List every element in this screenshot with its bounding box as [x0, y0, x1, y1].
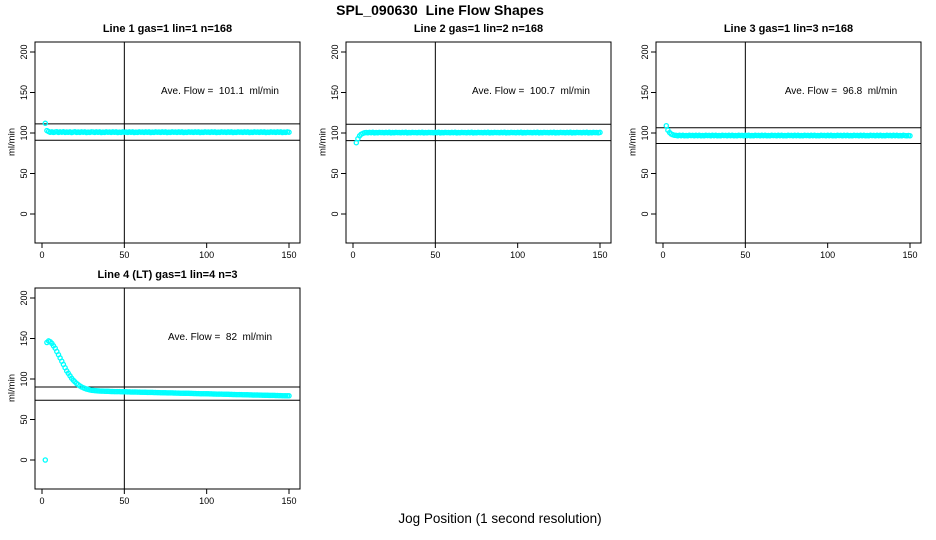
ave-flow-annotation-line-3: Ave. Flow = 96.8 ml/min [784, 86, 898, 97]
figure-title: SPL_090630 Line Flow Shapes [336, 2, 544, 18]
y-tick-label: 0 [640, 211, 650, 216]
y-tick-label: 0 [330, 211, 340, 216]
y-tick-label: 200 [640, 44, 650, 59]
x-tick-label: 0 [39, 496, 44, 506]
ave-flow-annotation-line-1: Ave. Flow = 101.1 ml/min [161, 86, 279, 97]
x-axis: 0 50 100 150 [39, 489, 297, 506]
y-axis: 0 50 100 150 200 ml/min [318, 44, 346, 217]
y-axis: 0 50 100 150 200 ml/min [7, 44, 35, 217]
x-tick-label: 150 [281, 496, 296, 506]
panel-line-2: 0 50 100 150 0 50 100 150 200 ml/min Line 2 gas=1… [316, 15, 616, 265]
y-tick-label: 50 [19, 168, 29, 178]
y-axis-label: ml/min [318, 128, 329, 156]
data-points [663, 122, 913, 139]
x-tick-label: 0 [39, 250, 44, 260]
data-points [42, 120, 292, 136]
x-axis-label: Jog Position (1 second resolution) [398, 511, 602, 526]
panel-title-line-1: Line 1 gas=1 lin=1 n=168 [102, 23, 233, 35]
data-point [597, 129, 603, 136]
y-tick-label: 100 [640, 125, 650, 140]
panel-line-4: 0 50 100 150 0 50 100 150 200 ml/min Line 4 (LT) … [5, 261, 305, 511]
x-tick-label: 50 [119, 496, 129, 506]
y-tick-label: 100 [19, 125, 29, 140]
y-tick-label: 150 [19, 331, 29, 346]
x-tick-label: 100 [199, 496, 214, 506]
x-tick-label: 50 [119, 250, 129, 260]
x-tick-label: 100 [510, 250, 525, 260]
y-axis: 0 50 100 150 200 ml/min [7, 290, 35, 463]
x-tick-label: 0 [350, 250, 355, 260]
plot-area-line-2: 0 50 100 150 0 50 100 150 200 ml/min [318, 41, 612, 260]
y-axis-label: ml/min [7, 374, 18, 402]
x-tick-label: 150 [281, 250, 296, 260]
y-tick-label: 100 [330, 125, 340, 140]
data-point [907, 133, 913, 139]
x-axis: 0 50 100 150 [39, 243, 297, 260]
y-tick-label: 200 [330, 44, 340, 59]
y-axis-label: ml/min [628, 128, 639, 156]
panel-title-line-2: Line 2 gas=1 lin=2 n=168 [413, 23, 544, 35]
y-tick-label: 100 [19, 371, 29, 386]
plot-box [34, 287, 301, 490]
ave-flow-annotation-line-4: Ave. Flow = 82 ml/min [167, 332, 273, 343]
x-tick-label: 100 [199, 250, 214, 260]
plot-box [345, 41, 612, 244]
y-tick-label: 150 [19, 85, 29, 100]
y-tick-label: 200 [19, 44, 29, 59]
panel-line-1: 0 50 100 150 0 50 100 150 200 ml/min Line 1 gas=1… [5, 15, 305, 265]
data-points [42, 338, 292, 463]
ave-flow-annotation-line-2: Ave. Flow = 100.7 ml/min [472, 86, 590, 97]
y-tick-label: 150 [640, 85, 650, 100]
y-tick-label: 50 [330, 168, 340, 178]
x-axis: 0 50 100 150 [350, 243, 608, 260]
x-tick-label: 50 [740, 250, 750, 260]
data-point [663, 122, 670, 129]
reference-lines [35, 288, 300, 489]
plot-box [34, 41, 301, 244]
y-tick-label: 50 [19, 414, 29, 424]
plot-area-line-3: 0 50 100 150 0 50 100 150 200 ml/min [628, 41, 922, 260]
y-tick-label: 0 [19, 457, 29, 462]
y-axis-label: ml/min [7, 128, 18, 156]
y-axis: 0 50 100 150 200 ml/min [628, 44, 656, 217]
data-point [42, 120, 49, 127]
x-tick-label: 150 [902, 250, 917, 260]
data-point [286, 129, 292, 135]
panel-title-line-4: Line 4 (LT) gas=1 lin=4 n=3 [97, 269, 238, 281]
x-tick-label: 100 [820, 250, 835, 260]
reference-lines [35, 42, 300, 243]
panel-line-3: 0 50 100 150 0 50 100 150 200 ml/min Line 3 gas=1… [626, 15, 926, 265]
y-tick-label: 150 [330, 85, 340, 100]
x-tick-label: 50 [430, 250, 440, 260]
x-tick-label: 0 [660, 250, 665, 260]
reference-lines [656, 42, 921, 243]
panel-title-line-3: Line 3 gas=1 lin=3 n=168 [723, 23, 854, 35]
plot-area-line-1: 0 50 100 150 0 50 100 150 200 ml/min [7, 41, 301, 260]
y-tick-label: 50 [640, 168, 650, 178]
x-axis: 0 50 100 150 [660, 243, 918, 260]
y-tick-label: 0 [19, 211, 29, 216]
plot-area-line-4: 0 50 100 150 0 50 100 150 200 ml/min [7, 287, 301, 506]
y-tick-label: 200 [19, 290, 29, 305]
data-points [353, 129, 603, 146]
data-point [286, 393, 292, 399]
data-point [42, 457, 49, 463]
x-tick-label: 150 [592, 250, 607, 260]
reference-lines [346, 42, 611, 243]
plot-box [655, 41, 922, 244]
